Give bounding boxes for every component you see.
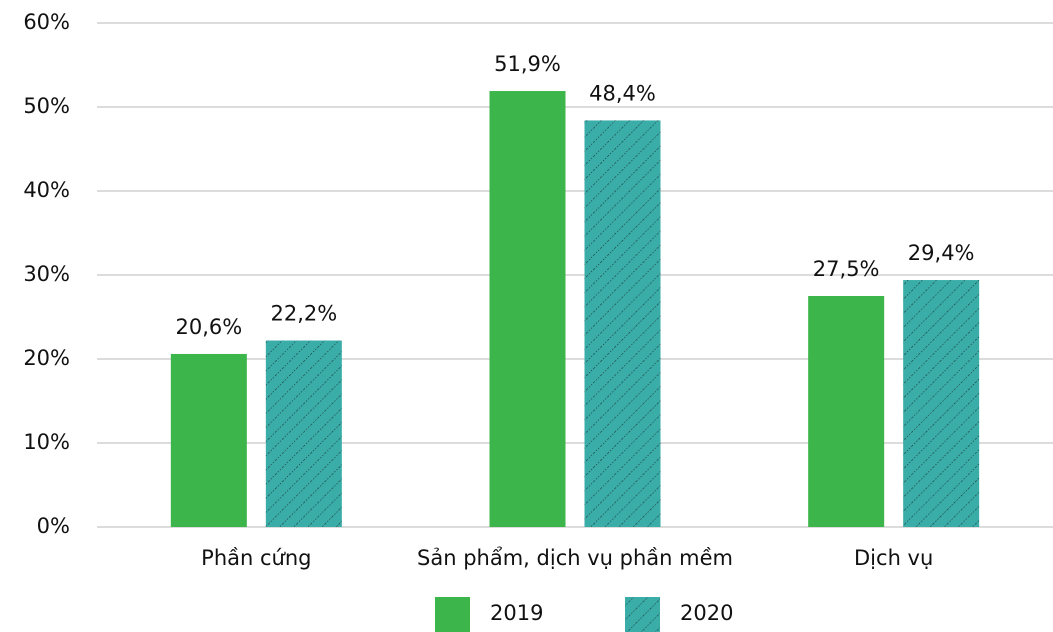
value-label: 22,2% (270, 302, 337, 326)
legend-label: 2020 (680, 601, 733, 625)
y-tick-label: 20% (23, 346, 70, 370)
x-tick-label: Phần cứng (201, 546, 311, 570)
y-tick-label: 0% (37, 514, 70, 538)
bar-hatch (903, 280, 980, 527)
bar (808, 296, 885, 527)
bar-hatch (584, 120, 661, 527)
bar-hatch (265, 340, 342, 527)
x-tick-label: Dịch vụ (854, 546, 933, 570)
legend-label: 2019 (490, 601, 543, 625)
bar (489, 91, 566, 527)
value-label: 51,9% (494, 52, 561, 76)
y-tick-label: 50% (23, 94, 70, 118)
value-label: 48,4% (589, 81, 656, 105)
value-label: 29,4% (908, 241, 975, 265)
legend-swatch-hatch (625, 597, 660, 632)
y-tick-label: 30% (23, 262, 70, 286)
legend-swatch (435, 597, 470, 632)
y-tick-label: 60% (23, 10, 70, 34)
x-tick-label: Sản phẩm, dịch vụ phần mềm (417, 546, 733, 570)
bar (170, 353, 247, 527)
value-label: 20,6% (175, 315, 242, 339)
y-tick-label: 10% (23, 430, 70, 454)
y-tick-label: 40% (23, 178, 70, 202)
value-label: 27,5% (813, 257, 880, 281)
